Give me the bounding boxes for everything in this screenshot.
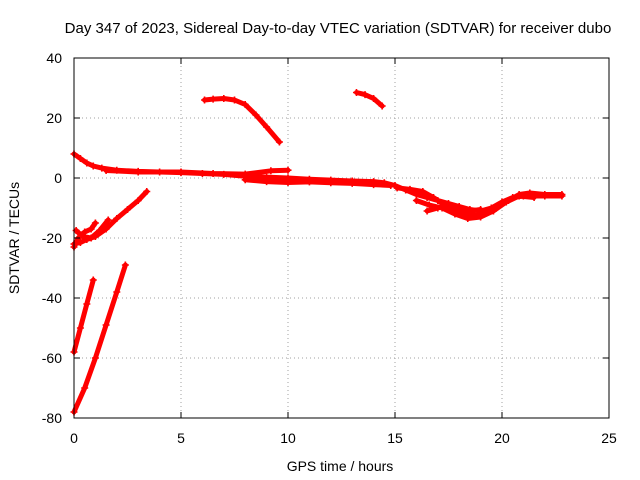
data-point: [89, 162, 97, 170]
y-tick-label: -60: [42, 350, 62, 366]
data-point: [327, 179, 335, 187]
x-tick-label: 10: [280, 430, 296, 446]
data-point: [423, 207, 431, 215]
data-point: [177, 168, 185, 176]
data-point: [89, 276, 97, 284]
data-point: [406, 185, 414, 193]
data-point: [419, 188, 427, 195]
data-point: [541, 191, 549, 198]
data-point: [76, 324, 84, 332]
data-point: [121, 261, 129, 269]
y-axis-label: SDTVAR / TECUs: [6, 182, 22, 294]
y-tick-label: 0: [54, 170, 62, 186]
data-point: [252, 111, 260, 119]
y-tick-label: -40: [42, 290, 62, 306]
grid: [74, 58, 609, 418]
data-point: [209, 170, 217, 177]
axis-ticks: 0 5 10 15 20 25 -80 -60 -40 -20 0 20 40: [42, 50, 617, 446]
data-point: [134, 168, 142, 176]
series-arc-steep-b: [71, 262, 128, 415]
data-point: [489, 207, 497, 215]
data-point: [96, 227, 104, 234]
x-tick-label: 5: [177, 430, 185, 446]
data-point: [284, 179, 292, 186]
data-point: [241, 101, 249, 108]
data-point: [87, 234, 95, 242]
data-point: [104, 216, 112, 224]
data-point: [134, 197, 142, 204]
x-axis-label: GPS time / hours: [287, 458, 394, 474]
x-tick-label: 0: [70, 430, 78, 446]
data-point: [370, 95, 378, 102]
data-point: [263, 123, 271, 131]
data-point: [76, 155, 84, 162]
data-point: [515, 192, 523, 200]
data-point: [393, 184, 401, 192]
data-point: [87, 225, 95, 233]
data-point: [220, 95, 228, 102]
data-point: [231, 96, 238, 104]
data-point: [263, 178, 271, 186]
data-point: [370, 181, 378, 189]
data-point: [425, 201, 433, 209]
data-point: [201, 96, 209, 104]
data-point: [352, 89, 360, 96]
data-point: [81, 384, 89, 392]
y-tick-label: -20: [42, 230, 62, 246]
data-point: [113, 288, 121, 296]
data-point: [284, 166, 292, 174]
series-arc-lower-band: [242, 177, 394, 188]
series-group: [70, 89, 566, 416]
data-point: [502, 198, 510, 206]
data-point: [387, 182, 395, 189]
data-point: [378, 102, 386, 110]
data-point: [102, 167, 110, 174]
chart-title: Day 347 of 2023, Sidereal Day-to-day VTE…: [65, 20, 612, 37]
data-point: [558, 191, 566, 198]
data-point: [430, 194, 438, 201]
data-point: [305, 178, 313, 186]
data-point: [275, 138, 283, 146]
y-tick-label: 40: [46, 50, 62, 66]
data-point: [91, 219, 99, 227]
data-point: [466, 207, 474, 215]
data-point: [113, 215, 121, 222]
data-point: [451, 210, 459, 218]
data-point: [477, 213, 485, 221]
x-tick-label: 15: [387, 430, 403, 446]
data-point: [83, 159, 91, 167]
data-point: [81, 228, 89, 236]
data-point: [98, 164, 106, 172]
x-tick-label: 20: [494, 430, 510, 446]
data-point: [102, 321, 110, 329]
y-tick-label: -80: [42, 410, 62, 426]
data-point: [361, 91, 369, 99]
data-point: [412, 197, 420, 204]
data-point: [124, 206, 131, 213]
data-point: [241, 176, 249, 184]
data-point: [209, 95, 217, 103]
data-point: [477, 206, 485, 213]
series-arc-high: [354, 90, 385, 109]
data-point: [455, 204, 463, 212]
x-tick-label: 25: [601, 430, 617, 446]
data-point: [464, 215, 472, 222]
data-point: [91, 354, 99, 362]
data-point: [267, 167, 275, 175]
data-point: [530, 194, 538, 201]
series-arc-upper-band: [103, 167, 291, 177]
series-arc-steep-a: [71, 277, 96, 355]
data-point: [445, 201, 452, 209]
data-point: [348, 179, 356, 187]
y-tick-label: 20: [46, 110, 62, 126]
data-point: [143, 188, 151, 195]
data-point: [434, 204, 442, 212]
data-point: [83, 300, 91, 308]
